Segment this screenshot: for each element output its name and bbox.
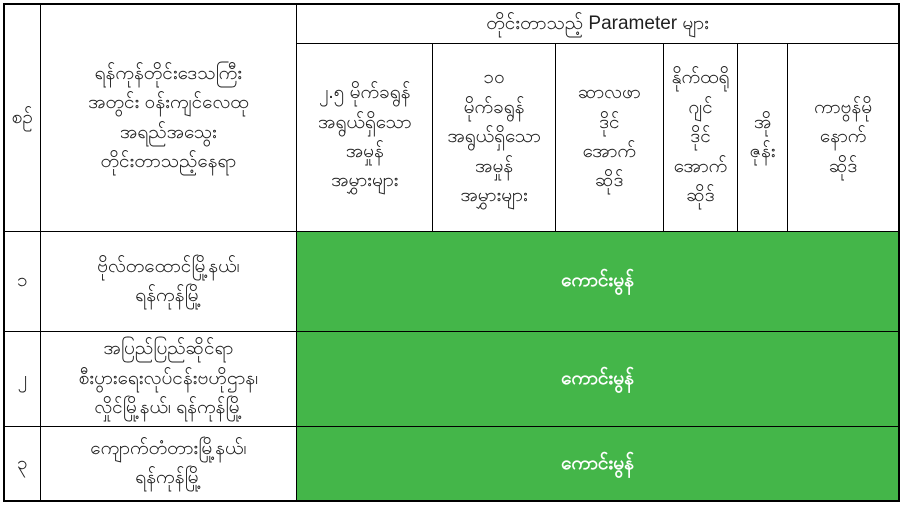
- row-serial-number: ၂: [3, 330, 41, 427]
- parameters-group-header: တိုင်းတာသည့် Parameter များ: [296, 3, 900, 44]
- table-row: ၂ အပြည်ပြည်ဆိုင်ရာ စီးပွားရေးလုပ်ငန်းဗဟိ…: [3, 330, 900, 427]
- location-column-header: ရန်ကုန်တိုင်းဒေသကြီး အတွင်း ဝန်းကျင်လေထု…: [39, 3, 298, 232]
- status-badge-good: ကောင်းမွန်: [296, 425, 900, 502]
- table-row: ၃ ကျောက်တံတားမြို့နယ်၊ ရန်ကုန်မြို့ ကောင…: [3, 425, 900, 502]
- parameter-header-no2: နိုက်ထရို ဂျင် ဒိုင် အောက် ဆိုဒ်: [662, 42, 739, 232]
- status-badge-good: ကောင်းမွန်: [296, 330, 900, 427]
- air-quality-table: စဉ် ရန်ကုန်တိုင်းဒေသကြီး အတွင်း ဝန်းကျင်…: [3, 3, 900, 502]
- row-location: ကျောက်တံတားမြို့နယ်၊ ရန်ကုန်မြို့: [39, 425, 298, 502]
- parameter-header-ozone: အို ဇုန်း: [737, 42, 789, 232]
- header-row-top: စဉ် ရန်ကုန်တိုင်းဒေသကြီး အတွင်း ဝန်းကျင်…: [3, 3, 900, 232]
- parameter-header-pm25: ၂.၅ မိုက်ခရွန် အရွယ်ရှိသော အမှုန် အမွှား…: [296, 42, 434, 232]
- header-row-parameters: ၂.၅ မိုက်ခရွန် အရွယ်ရှိသော အမှုန် အမွှား…: [4, 42, 900, 232]
- serial-column-header: စဉ်: [3, 3, 41, 232]
- row-location: ဗိုလ်တထောင်မြို့နယ်၊ ရန်ကုန်မြို့: [39, 230, 298, 332]
- row-serial-number: ၁: [3, 230, 41, 332]
- row-location: အပြည်ပြည်ဆိုင်ရာ စီးပွားရေးလုပ်ငန်းဗဟိုဌ…: [39, 330, 298, 427]
- parameter-header-co: ကာဗွန်မို နောက် ဆိုဒ်: [787, 42, 900, 232]
- table-row: ၁ ဗိုလ်တထောင်မြို့နယ်၊ ရန်ကုန်မြို့ ကောင…: [3, 230, 900, 332]
- parameter-header-so2: ဆာလဖာ ဒိုင် အောက် ဆိုဒ်: [554, 42, 664, 232]
- status-badge-good: ကောင်းမွန်: [296, 230, 900, 332]
- parameter-header-pm10: ၁၀ မိုက်ခရွန် အရွယ်ရှိသော အမှုန် အမွှားမ…: [432, 42, 556, 232]
- row-serial-number: ၃: [3, 425, 41, 502]
